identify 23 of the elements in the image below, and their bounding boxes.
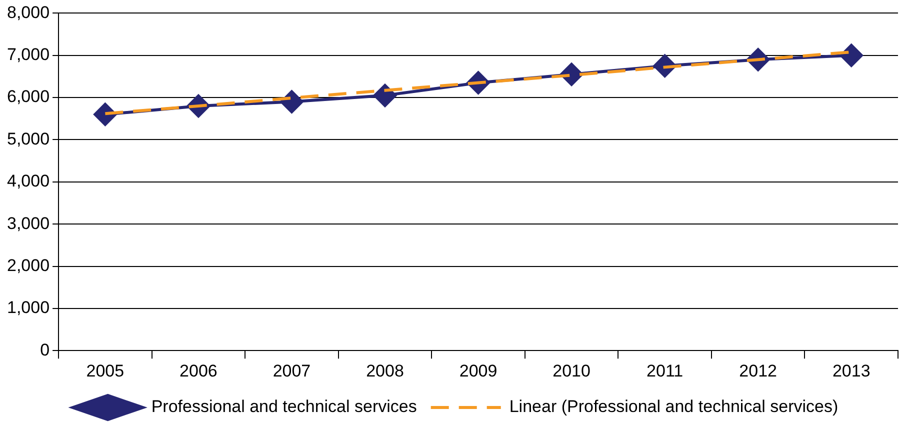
y-tick-label: 6,000 [6, 87, 50, 106]
x-tick-label: 2012 [739, 361, 778, 380]
x-tick-label: 2010 [552, 361, 590, 380]
point [280, 90, 304, 114]
y-tick-label: 4,000 [6, 172, 50, 191]
x-tick-label: 2008 [366, 361, 404, 380]
y-tick-label: 8,000 [6, 2, 50, 22]
y-tick-label: 2,000 [6, 256, 50, 275]
x-tick-label: 2006 [180, 361, 218, 380]
y-tick-label: 0 [40, 340, 50, 360]
x-tick-label: 2007 [272, 361, 311, 380]
x-tick-label: 2013 [832, 361, 870, 380]
x-tick-label: 2011 [646, 361, 684, 380]
y-tick-label: 1,000 [6, 298, 50, 318]
y-tick-label: 5,000 [6, 129, 50, 148]
point [840, 44, 863, 67]
y-tick-label: 7,000 [6, 45, 50, 64]
legend-label: Linear (Professional and technical services) [509, 397, 838, 416]
point [374, 84, 396, 107]
x-tick-label: 2009 [459, 361, 498, 380]
x-tick-label: 2005 [86, 361, 124, 380]
y-tick-label: 3,000 [6, 214, 50, 233]
legend-label: Professional and technical services [151, 397, 417, 416]
